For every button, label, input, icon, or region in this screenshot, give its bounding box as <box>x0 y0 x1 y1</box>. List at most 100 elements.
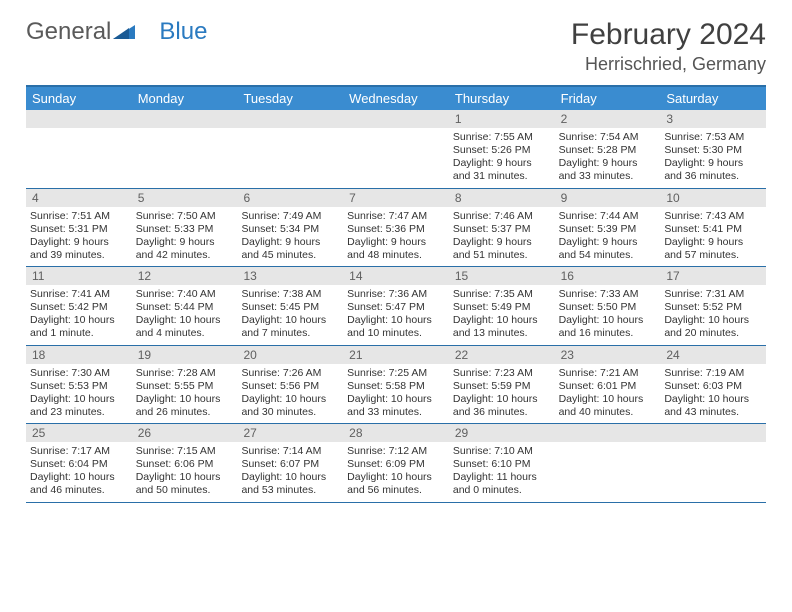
sunrise-label: Sunrise: 7:33 AM <box>559 288 657 301</box>
day2-label: and 36 minutes. <box>453 406 551 419</box>
weeks-container: 123Sunrise: 7:55 AMSunset: 5:26 PMDaylig… <box>26 110 766 503</box>
day-number: 4 <box>26 189 132 207</box>
sunrise-label: Sunrise: 7:26 AM <box>241 367 339 380</box>
day-cell: Sunrise: 7:41 AMSunset: 5:42 PMDaylight:… <box>26 285 132 345</box>
day2-label: and 1 minute. <box>30 327 128 340</box>
sunrise-label: Sunrise: 7:53 AM <box>664 131 762 144</box>
sunrise-label: Sunrise: 7:55 AM <box>453 131 551 144</box>
day1-label: Daylight: 10 hours <box>664 393 762 406</box>
sunset-label: Sunset: 5:53 PM <box>30 380 128 393</box>
day-number: 8 <box>449 189 555 207</box>
day2-label: and 46 minutes. <box>30 484 128 497</box>
day1-label: Daylight: 10 hours <box>453 314 551 327</box>
day2-label: and 48 minutes. <box>347 249 445 262</box>
sunset-label: Sunset: 5:47 PM <box>347 301 445 314</box>
weekday-header: Friday <box>555 87 661 110</box>
day-cell: Sunrise: 7:53 AMSunset: 5:30 PMDaylight:… <box>660 128 766 188</box>
day1-label: Daylight: 10 hours <box>136 471 234 484</box>
day2-label: and 33 minutes. <box>347 406 445 419</box>
day2-label: and 54 minutes. <box>559 249 657 262</box>
day2-label: and 20 minutes. <box>664 327 762 340</box>
day-number <box>660 424 766 442</box>
day-number: 24 <box>660 346 766 364</box>
sunset-label: Sunset: 5:33 PM <box>136 223 234 236</box>
day-number: 29 <box>449 424 555 442</box>
day-number: 16 <box>555 267 661 285</box>
day-number: 10 <box>660 189 766 207</box>
day-number: 20 <box>237 346 343 364</box>
day2-label: and 36 minutes. <box>664 170 762 183</box>
day2-label: and 42 minutes. <box>136 249 234 262</box>
day-cell: Sunrise: 7:51 AMSunset: 5:31 PMDaylight:… <box>26 207 132 267</box>
day-data-row: Sunrise: 7:17 AMSunset: 6:04 PMDaylight:… <box>26 442 766 502</box>
day-number: 21 <box>343 346 449 364</box>
sunset-label: Sunset: 5:42 PM <box>30 301 128 314</box>
weekday-header: Wednesday <box>343 87 449 110</box>
day-cell <box>660 442 766 502</box>
weekday-header: Saturday <box>660 87 766 110</box>
day-number: 23 <box>555 346 661 364</box>
sunset-label: Sunset: 6:07 PM <box>241 458 339 471</box>
day2-label: and 45 minutes. <box>241 249 339 262</box>
sunrise-label: Sunrise: 7:36 AM <box>347 288 445 301</box>
day-number: 11 <box>26 267 132 285</box>
sunset-label: Sunset: 6:01 PM <box>559 380 657 393</box>
logo: General Blue <box>26 18 207 46</box>
page-header: General Blue February 2024 Herrischried,… <box>26 18 766 75</box>
sunrise-label: Sunrise: 7:19 AM <box>664 367 762 380</box>
sunrise-label: Sunrise: 7:31 AM <box>664 288 762 301</box>
sunset-label: Sunset: 5:50 PM <box>559 301 657 314</box>
day2-label: and 51 minutes. <box>453 249 551 262</box>
sunrise-label: Sunrise: 7:14 AM <box>241 445 339 458</box>
day2-label: and 30 minutes. <box>241 406 339 419</box>
sunrise-label: Sunrise: 7:41 AM <box>30 288 128 301</box>
day-number: 18 <box>26 346 132 364</box>
sunset-label: Sunset: 5:28 PM <box>559 144 657 157</box>
day1-label: Daylight: 9 hours <box>559 157 657 170</box>
sunrise-label: Sunrise: 7:43 AM <box>664 210 762 223</box>
sunrise-label: Sunrise: 7:35 AM <box>453 288 551 301</box>
day-number-row: 18192021222324 <box>26 346 766 364</box>
day1-label: Daylight: 9 hours <box>664 157 762 170</box>
day2-label: and 33 minutes. <box>559 170 657 183</box>
day-cell: Sunrise: 7:26 AMSunset: 5:56 PMDaylight:… <box>237 364 343 424</box>
day-number: 1 <box>449 110 555 128</box>
sunset-label: Sunset: 5:26 PM <box>453 144 551 157</box>
sunrise-label: Sunrise: 7:50 AM <box>136 210 234 223</box>
day-cell <box>132 128 238 188</box>
day-cell <box>26 128 132 188</box>
sunset-label: Sunset: 5:31 PM <box>30 223 128 236</box>
sunset-label: Sunset: 5:44 PM <box>136 301 234 314</box>
day2-label: and 39 minutes. <box>30 249 128 262</box>
sunrise-label: Sunrise: 7:12 AM <box>347 445 445 458</box>
day-cell: Sunrise: 7:30 AMSunset: 5:53 PMDaylight:… <box>26 364 132 424</box>
sunrise-label: Sunrise: 7:28 AM <box>136 367 234 380</box>
day1-label: Daylight: 10 hours <box>559 393 657 406</box>
day1-label: Daylight: 11 hours <box>453 471 551 484</box>
sunrise-label: Sunrise: 7:23 AM <box>453 367 551 380</box>
day1-label: Daylight: 9 hours <box>664 236 762 249</box>
day-cell <box>555 442 661 502</box>
sunrise-label: Sunrise: 7:25 AM <box>347 367 445 380</box>
day-cell: Sunrise: 7:50 AMSunset: 5:33 PMDaylight:… <box>132 207 238 267</box>
day1-label: Daylight: 10 hours <box>30 393 128 406</box>
day-number: 14 <box>343 267 449 285</box>
sunrise-label: Sunrise: 7:15 AM <box>136 445 234 458</box>
sunset-label: Sunset: 5:56 PM <box>241 380 339 393</box>
sunrise-label: Sunrise: 7:17 AM <box>30 445 128 458</box>
day-number: 15 <box>449 267 555 285</box>
day1-label: Daylight: 9 hours <box>453 157 551 170</box>
day1-label: Daylight: 10 hours <box>347 471 445 484</box>
day-cell: Sunrise: 7:14 AMSunset: 6:07 PMDaylight:… <box>237 442 343 502</box>
day-cell: Sunrise: 7:49 AMSunset: 5:34 PMDaylight:… <box>237 207 343 267</box>
sunrise-label: Sunrise: 7:54 AM <box>559 131 657 144</box>
day-number: 19 <box>132 346 238 364</box>
sunrise-label: Sunrise: 7:47 AM <box>347 210 445 223</box>
day1-label: Daylight: 10 hours <box>241 393 339 406</box>
title-block: February 2024 Herrischried, Germany <box>571 18 766 75</box>
sunset-label: Sunset: 6:10 PM <box>453 458 551 471</box>
day-cell: Sunrise: 7:40 AMSunset: 5:44 PMDaylight:… <box>132 285 238 345</box>
day2-label: and 16 minutes. <box>559 327 657 340</box>
day2-label: and 57 minutes. <box>664 249 762 262</box>
day-number: 28 <box>343 424 449 442</box>
